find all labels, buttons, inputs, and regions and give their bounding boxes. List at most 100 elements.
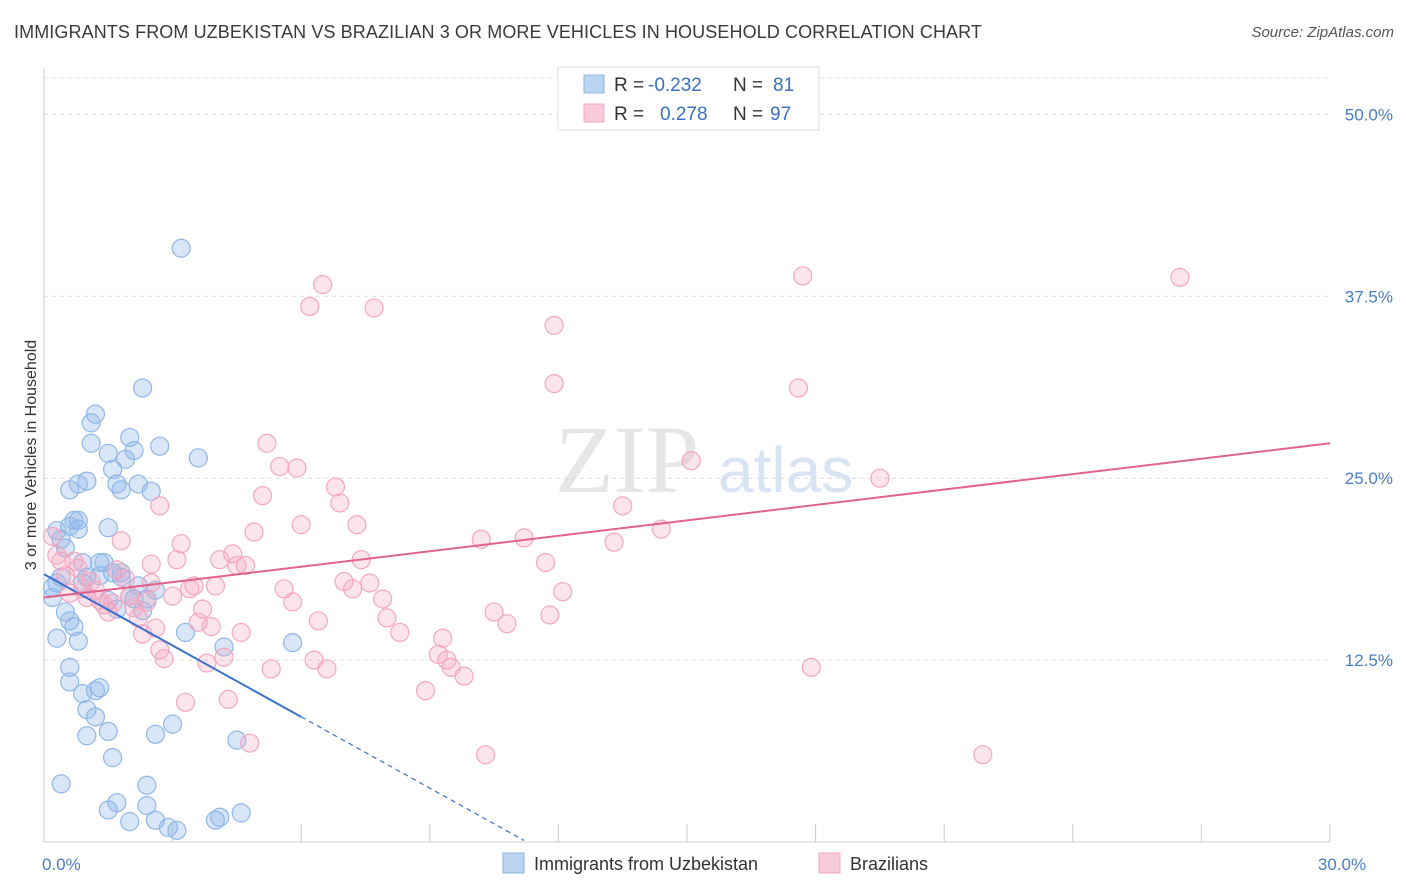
uzbekistan-point-15 (81, 433, 101, 453)
brazilians-point-43 (231, 622, 251, 643)
brazilians-point-37 (205, 576, 226, 596)
brazilians-point-24 (145, 618, 166, 638)
uzbekistan-point-39 (60, 657, 80, 677)
watermark-atlas: atlas (718, 434, 853, 506)
uzbekistan-point-49 (51, 774, 71, 794)
uzbekistan-trend-line (43, 573, 302, 718)
bottom-legend-label-brazilians: Brazilians (850, 854, 928, 874)
watermark: ZIP atlas (555, 406, 853, 513)
brazilians-point-22 (137, 592, 157, 612)
legend-r-label-2: R = (614, 104, 644, 125)
brazilians-point-63 (343, 579, 363, 599)
uzbekistan-point-40 (60, 672, 80, 692)
uzbekistan-point-47 (77, 726, 97, 746)
trend-lines (43, 442, 1331, 841)
brazilians-point-28 (167, 550, 187, 570)
legend-r-label-1: R = (614, 75, 644, 96)
legend-swatch-brazilians (583, 103, 605, 123)
uzbekistan-point-72 (214, 637, 234, 657)
y-tick-label-1: 25.0% (1345, 469, 1393, 488)
watermark-zip: ZIP (555, 406, 699, 513)
brazilians-point-44 (235, 555, 256, 576)
legend-r-value-1: -0.232 (648, 75, 702, 96)
brazilians-point-49 (261, 659, 281, 679)
uzbekistan-point-32 (171, 238, 191, 258)
uzbekistan-point-18 (90, 552, 110, 573)
brazilians-point-35 (197, 653, 217, 673)
bottom-legend-swatch-brazilians (818, 852, 841, 874)
brazilians-point-29 (171, 534, 191, 554)
brazilians-point-92 (681, 451, 701, 471)
brazilians-point-34 (193, 599, 213, 619)
brazilians-point-39 (214, 647, 234, 667)
series-brazilians-points (42, 266, 1190, 765)
uzbekistan-point-73 (283, 633, 303, 653)
bottom-legend-swatch-uzbekistan (502, 852, 525, 874)
legend-n-value-2: 97 (770, 104, 791, 125)
brazilians-point-90 (613, 496, 633, 516)
chart-title: IMMIGRANTS FROM UZBEKISTAN VS BRAZILIAN … (14, 22, 983, 42)
legend-n-value-1: 81 (773, 75, 794, 96)
brazilians-point-6 (68, 558, 88, 579)
x-tick-label-1: 30.0% (1318, 855, 1366, 874)
series-uzbekistan-points (42, 238, 303, 840)
uzbekistan-point-22 (98, 443, 118, 464)
brazilians-point-27 (163, 586, 183, 606)
brazilians-point-23 (141, 554, 161, 574)
brazilians-point-48 (257, 433, 277, 453)
uzbekistan-point-27 (124, 440, 144, 461)
uzbekistan-point-8 (64, 510, 84, 530)
brazilians-point-84 (535, 552, 556, 573)
brazilians-point-97 (973, 745, 993, 765)
brazilians-point-82 (497, 614, 517, 634)
brazilians-point-87 (544, 315, 564, 335)
uzbekistan-point-71 (175, 622, 196, 643)
brazilians-point-80 (475, 745, 496, 765)
uzbekistan-point-59 (210, 807, 230, 827)
brazilians-point-54 (291, 515, 311, 535)
brazilians-point-26 (154, 649, 174, 669)
brazilians-point-70 (150, 496, 170, 516)
brazilians-point-78 (454, 666, 474, 686)
uzbekistan-point-45 (85, 707, 106, 727)
uzbekistan-point-51 (98, 800, 118, 820)
legend-n-label-1: N = (733, 75, 763, 96)
brazilians-point-16 (111, 531, 131, 551)
uzbekistan-point-60 (231, 803, 251, 823)
brazilians-point-61 (330, 493, 350, 513)
y-axis-label: 3 or more Vehicles in Household (23, 340, 40, 570)
uzbekistan-trend-extension (300, 716, 525, 841)
brazilians-point-75 (433, 628, 453, 648)
uzbekistan-point-21 (102, 459, 123, 480)
y-tick-label-0: 12.5% (1345, 651, 1393, 670)
uzbekistan-point-53 (137, 796, 157, 816)
brazilians-point-85 (540, 605, 560, 625)
top-legend: R = -0.232 N = 81 R = 0.278 N = 97 (557, 66, 820, 131)
legend-swatch-uzbekistan (583, 74, 605, 94)
uzbekistan-point-16 (81, 413, 101, 433)
brazilians-point-89 (604, 532, 624, 552)
brazilians-point-94 (793, 266, 813, 286)
brazilians-point-41 (223, 544, 243, 564)
y-tick-label-3: 50.0% (1345, 105, 1393, 124)
brazilians-point-20 (128, 608, 148, 628)
bottom-legend-label-uzbekistan: Immigrants from Uzbekistan (534, 854, 758, 874)
x-tick-label-0: 0.0% (42, 855, 81, 874)
bottom-legend: Immigrants from Uzbekistan Brazilians (502, 852, 928, 874)
uzbekistan-point-25 (111, 480, 131, 500)
uzbekistan-point-44 (90, 678, 110, 698)
brazilians-point-93 (788, 378, 809, 398)
brazilians-point-50 (270, 456, 290, 477)
uzbekistan-point-62 (163, 714, 183, 734)
brazilians-point-81 (484, 602, 504, 622)
brazilians-point-73 (415, 681, 436, 701)
brazilians-point-88 (553, 582, 573, 602)
brazilians-point-83 (514, 528, 534, 548)
brazilians-point-0 (42, 526, 63, 547)
brazilians-point-68 (373, 589, 393, 609)
uzbekistan-point-10 (68, 519, 88, 539)
brazilians-point-57 (308, 611, 328, 631)
brazilians-trend-line (43, 442, 1331, 599)
brazilians-point-25 (150, 640, 170, 660)
uzbekistan-point-37 (64, 617, 84, 637)
